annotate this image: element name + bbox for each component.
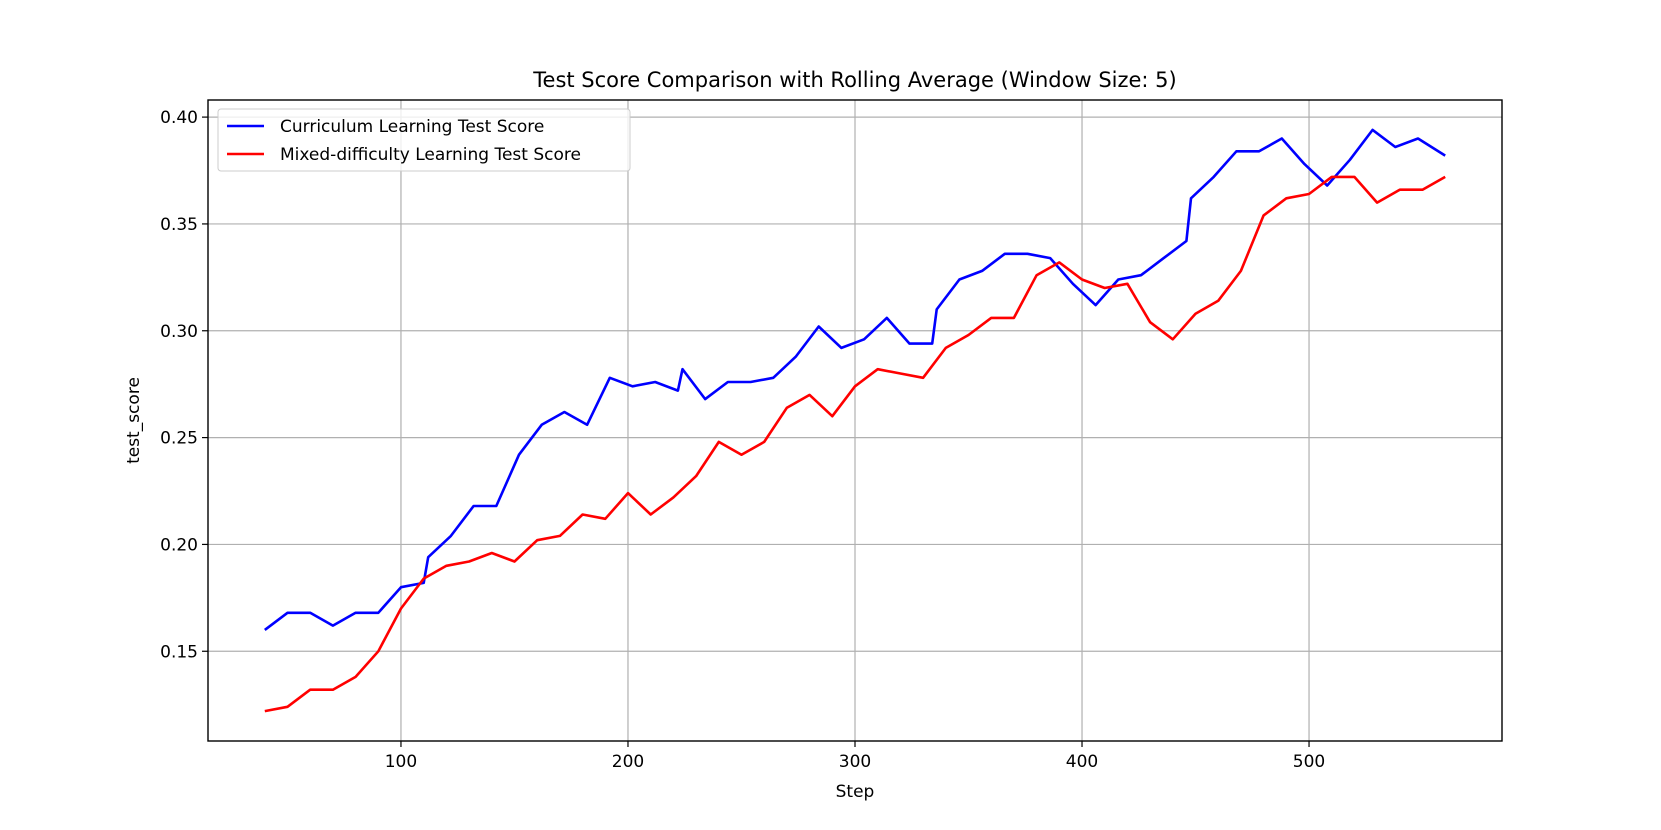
y-axis-label: test_score bbox=[124, 377, 144, 464]
series-line-1 bbox=[264, 128, 1446, 631]
y-tick-label: 0.25 bbox=[160, 429, 198, 449]
y-tick-label: 0.20 bbox=[160, 535, 198, 555]
legend-label-1: Curriculum Learning Test Score bbox=[280, 117, 544, 137]
series-lines bbox=[264, 128, 1446, 713]
y-tick-label: 0.35 bbox=[160, 215, 198, 235]
x-tick-label: 400 bbox=[1066, 752, 1098, 772]
y-tick-label: 0.15 bbox=[160, 642, 198, 662]
legend: Curriculum Learning Test Score Mixed-diff… bbox=[217, 108, 631, 172]
legend-box bbox=[217, 108, 631, 172]
x-tick-label: 500 bbox=[1293, 752, 1325, 772]
grid-lines bbox=[208, 100, 1502, 741]
y-tick-label: 0.40 bbox=[160, 108, 198, 128]
series-line-2 bbox=[264, 175, 1446, 713]
legend-label-2: Mixed-difficulty Learning Test Score bbox=[280, 145, 581, 165]
y-tick-label: 0.30 bbox=[160, 322, 198, 342]
x-tick-label: 100 bbox=[385, 752, 417, 772]
x-tick-label: 200 bbox=[612, 752, 644, 772]
axis-ticks: 100 200 300 400 500 0.15 0.20 0.25 0.30 0.35 0.40 bbox=[160, 108, 1325, 772]
x-axis-label: Step bbox=[836, 782, 875, 802]
chart-title: Test Score Comparison with Rolling Avera… bbox=[532, 68, 1176, 92]
x-tick-label: 300 bbox=[839, 752, 871, 772]
